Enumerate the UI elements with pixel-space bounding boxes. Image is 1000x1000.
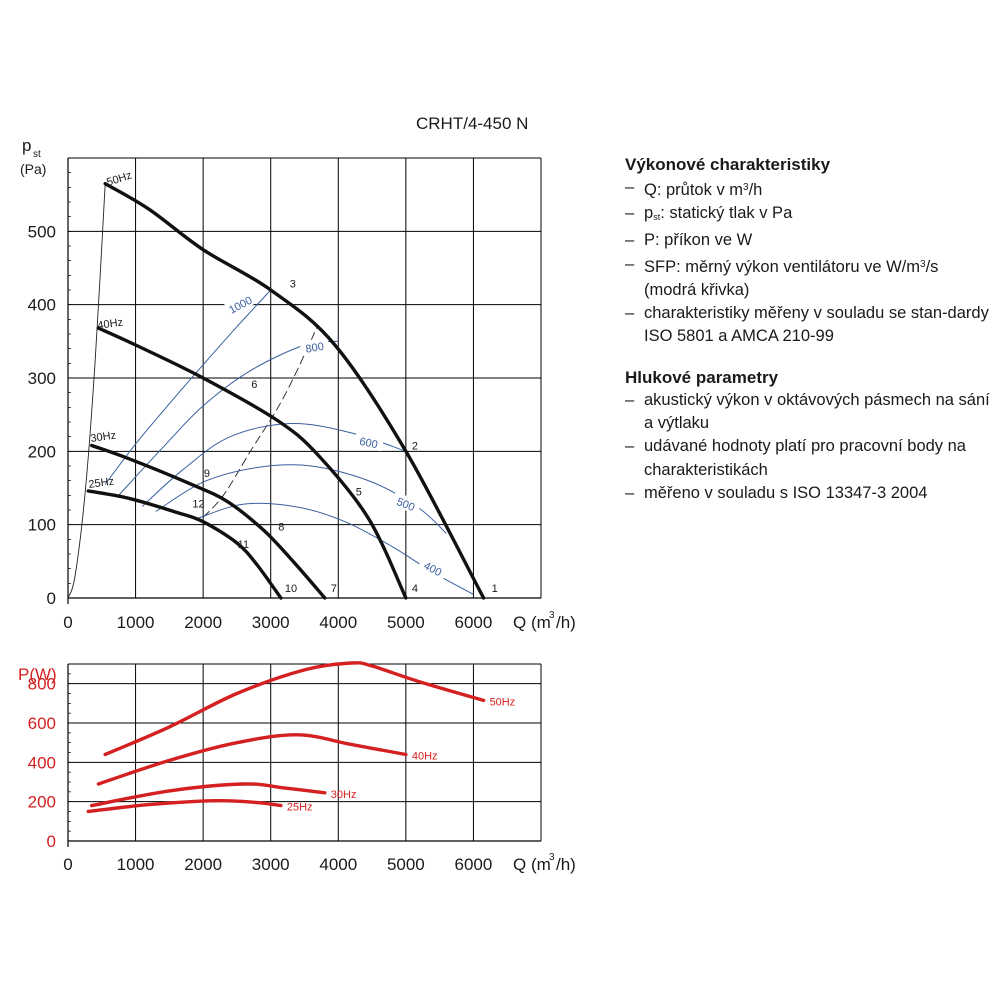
x-tick-label: 0 — [63, 613, 72, 632]
x-tick-label: 3000 — [252, 613, 290, 632]
x-axis-label-sup: 3 — [549, 852, 555, 863]
y-tick-label: 800 — [28, 675, 56, 694]
model-title: CRHT/4-450 N — [416, 114, 529, 133]
operating-point-label: 2 — [412, 440, 418, 452]
fan-curve — [103, 181, 486, 600]
noise-section: Hlukové parametry akustický výkon v oktá… — [625, 366, 995, 505]
x-tick-label: 4000 — [319, 855, 357, 874]
operating-point-label: 5 — [356, 486, 362, 498]
system-curve — [67, 183, 106, 599]
power-curve-label: 40Hz — [412, 750, 438, 762]
noise-title: Hlukové parametry — [625, 368, 779, 387]
x-tick-label: 5000 — [387, 613, 425, 632]
operating-point-label: 10 — [285, 583, 297, 595]
fan-curve — [89, 443, 327, 600]
sfp-curve — [155, 464, 447, 534]
operating-point-label: 1 — [492, 583, 498, 595]
power-curve — [96, 733, 408, 786]
power-curve-label: 25Hz — [287, 802, 313, 814]
y-tick-label: 500 — [28, 222, 56, 241]
x-axis-label-sup: 3 — [549, 610, 555, 621]
performance-title: Výkonové charakteristiky — [625, 155, 831, 174]
operating-point-label: 11 — [238, 539, 249, 551]
power-curve — [86, 798, 283, 814]
x-tick-label: 2000 — [184, 613, 222, 632]
performance-item: Q: průtok v m3/h — [625, 176, 995, 202]
operating-point-label: 8 — [278, 521, 284, 533]
y-tick-label: 400 — [28, 296, 56, 315]
x-axis-label: Q (m — [513, 855, 551, 874]
noise-item: udávané hodnoty platí pro pracovní body … — [625, 435, 995, 481]
noise-item: akustický výkon v oktávových pásmech na … — [625, 389, 995, 435]
power-curve-label: 30Hz — [331, 789, 357, 801]
power-curve — [89, 782, 327, 808]
sfp-curve — [118, 340, 339, 496]
y-tick-label: 0 — [47, 832, 56, 851]
sfp-label-bg — [390, 491, 422, 515]
x-tick-label: 6000 — [455, 855, 493, 874]
sfp-label-bg — [417, 555, 450, 581]
y-tick-label: 300 — [28, 369, 56, 388]
power-curve — [103, 661, 486, 757]
y-axis-label-sub: st — [33, 149, 41, 160]
x-tick-label: 3000 — [252, 855, 290, 874]
operating-point-label: 7 — [331, 583, 337, 595]
x-axis-label: Q (m — [513, 613, 551, 632]
y-axis-label: p — [22, 136, 31, 155]
x-tick-label: 6000 — [455, 613, 493, 632]
sfp-label: 1000 — [227, 295, 254, 317]
fan-curve-label: 25Hz — [88, 476, 115, 491]
power-curve-label: 50Hz — [490, 696, 516, 708]
x-tick-label: 1000 — [117, 855, 155, 874]
x-tick-label: 0 — [63, 855, 72, 874]
sfp-label-bg — [299, 336, 330, 356]
sfp-label-bg — [224, 291, 256, 317]
fan-curve-label: 40Hz — [97, 317, 124, 332]
x-tick-label: 2000 — [184, 855, 222, 874]
performance-item: SFP: měrný výkon ventilátoru ve W/m3/s (… — [625, 253, 995, 302]
fan-curve-label: 50Hz — [105, 170, 133, 189]
noise-item: měřeno v souladu s ISO 13347-3 2004 — [625, 482, 995, 505]
system-curve — [202, 325, 319, 518]
operating-point-label: 6 — [251, 379, 257, 391]
fan-curve — [96, 326, 408, 600]
y-tick-label: 400 — [28, 753, 56, 772]
fan-curve — [86, 489, 283, 600]
sfp-label: 800 — [305, 341, 325, 356]
y-tick-label: 600 — [28, 714, 56, 733]
x-tick-label: 1000 — [117, 613, 155, 632]
performance-item: pst: statický tlak v Pa — [625, 202, 995, 229]
y-axis-unit: (Pa) — [20, 161, 46, 177]
performance-item: P: příkon ve W — [625, 229, 995, 252]
fan-curve-label: 30Hz — [90, 430, 117, 445]
performance-section: Výkonové charakteristiky Q: průtok v m3/… — [625, 153, 995, 348]
performance-item: charakteristiky měřeny v souladu se stan… — [625, 302, 995, 348]
sfp-label-bg — [353, 431, 385, 452]
y-axis-label: P(W) — [18, 665, 57, 684]
operating-point-label: 3 — [290, 278, 296, 290]
x-axis-label-end: /h) — [556, 613, 576, 632]
sfp-curve — [104, 289, 272, 485]
operating-point-label: 12 — [192, 498, 204, 510]
x-tick-label: 4000 — [319, 613, 357, 632]
y-tick-label: 200 — [28, 442, 56, 461]
y-tick-label: 200 — [28, 793, 56, 812]
operating-point-label: 4 — [412, 583, 418, 595]
y-tick-label: 0 — [47, 589, 56, 608]
y-tick-label: 100 — [28, 516, 56, 535]
x-tick-label: 5000 — [387, 855, 425, 874]
x-axis-label-end: /h) — [556, 855, 576, 874]
operating-point-label: 9 — [204, 468, 210, 480]
sfp-label: 600 — [358, 436, 378, 452]
